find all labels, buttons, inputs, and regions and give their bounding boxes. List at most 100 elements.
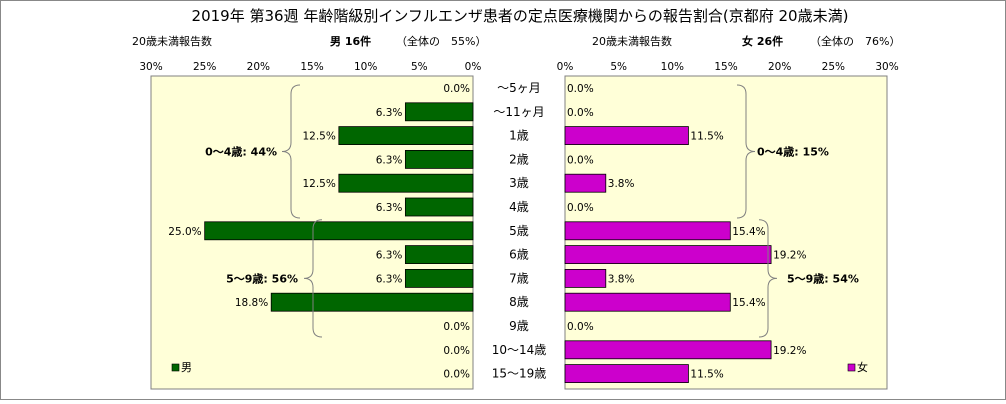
- right-bar: [564, 126, 689, 145]
- right-data-label: 0.0%: [567, 154, 594, 166]
- left-x-tick: 25%: [193, 61, 216, 73]
- category-label: 4歳: [509, 200, 529, 214]
- left-data-label: 6.3%: [376, 250, 403, 262]
- category-label: 1歳: [509, 129, 529, 143]
- left-x-tick: 30%: [139, 61, 162, 73]
- right-bar: [564, 245, 772, 265]
- right-data-label: 11.5%: [690, 369, 723, 381]
- category-label: 8歳: [509, 295, 529, 309]
- left-legend-swatch: [171, 363, 180, 372]
- left-group-label: 0〜4歳: 44%: [205, 145, 277, 159]
- left-data-label: 0.0%: [443, 369, 470, 381]
- category-label: 6歳: [509, 248, 529, 262]
- left-data-label: 6.3%: [376, 107, 403, 119]
- left-x-tick: 0%: [465, 61, 482, 73]
- category-label: 15〜19歳: [492, 367, 547, 381]
- left-group-brace: [303, 219, 323, 338]
- left-data-label: 12.5%: [302, 131, 335, 143]
- left-x-tick: 15%: [300, 61, 323, 73]
- left-data-label: 18.8%: [235, 297, 268, 309]
- right-legend-swatch: [847, 363, 856, 372]
- left-group-brace: [281, 84, 301, 219]
- left-data-label: 0.0%: [443, 321, 470, 333]
- category-label: 2歳: [509, 152, 529, 166]
- left-bar: [338, 173, 474, 193]
- left-data-label: 25.0%: [168, 226, 201, 238]
- right-x-tick: 20%: [768, 61, 791, 73]
- right-bar: [564, 340, 772, 360]
- right-data-label: 3.8%: [608, 273, 635, 285]
- right-panel-total: （全体の 76%）: [810, 34, 900, 48]
- left-x-axis-ticks: 30% 25% 20% 15% 10% 5% 0%: [139, 61, 481, 73]
- left-x-tick: 10%: [354, 61, 377, 73]
- right-data-label: 11.5%: [690, 131, 723, 143]
- right-x-tick: 10%: [661, 61, 684, 73]
- left-bar: [404, 102, 474, 122]
- category-labels: 〜5ヶ月〜11ヶ月 1歳 2歳 3歳 4歳 5歳 6歳 7歳 8歳 9歳 10〜14歳 15〜19歳: [492, 81, 547, 381]
- left-data-label: 0.0%: [443, 345, 470, 357]
- left-bar: [338, 126, 474, 145]
- left-panel-header: 男 16件: [330, 34, 371, 48]
- right-data-label: 0.0%: [567, 202, 594, 214]
- right-bar: [564, 364, 689, 384]
- right-x-tick: 25%: [822, 61, 845, 73]
- left-data-label: 12.5%: [302, 178, 335, 190]
- right-panel-header: 女 26件: [742, 34, 783, 48]
- right-data-label: 19.2%: [773, 345, 806, 357]
- right-x-tick: 15%: [714, 61, 737, 73]
- left-data-labels: 0.0% 6.3% 12.5% 6.3% 12.5% 6.3% 25.0% 6.3% 6.3% 1…: [168, 83, 470, 381]
- category-label: 〜5ヶ月: [497, 81, 541, 95]
- left-bar: [404, 268, 474, 288]
- right-group-label: 0〜4歳: 15%: [757, 145, 829, 159]
- right-legend-label: 女: [857, 360, 868, 374]
- chart-title: 2019年 第36週 年齢階級別インフルエンザ患者の定点医療機関からの報告割合(…: [192, 7, 849, 25]
- left-age-group-brackets: 0〜4歳: 44% 5〜9歳: 56%: [205, 84, 323, 338]
- right-data-label: 15.4%: [732, 297, 765, 309]
- right-age-group-brackets: 0〜4歳: 15% 5〜9歳: 54%: [736, 84, 859, 338]
- category-label: 7歳: [509, 271, 529, 285]
- left-x-tick: 20%: [247, 61, 270, 73]
- left-panel-total: （全体の 55%）: [396, 34, 486, 48]
- left-bar: [404, 245, 474, 265]
- right-x-axis-ticks: 0% 5% 10% 15% 20% 25% 30%: [557, 61, 899, 73]
- right-data-label: 0.0%: [567, 83, 594, 95]
- left-data-label: 6.3%: [376, 273, 403, 285]
- left-data-label: 6.3%: [376, 154, 403, 166]
- category-label: 3歳: [509, 176, 529, 190]
- right-group-brace: [736, 84, 756, 219]
- left-legend-label: 男: [181, 361, 192, 374]
- right-bar: [564, 221, 731, 241]
- right-x-tick: 5%: [610, 61, 627, 73]
- right-data-label: 15.4%: [732, 226, 765, 238]
- right-data-label: 0.0%: [567, 107, 594, 119]
- right-x-tick: 0%: [557, 61, 574, 73]
- right-bar: [564, 268, 607, 288]
- right-group-brace: [758, 219, 778, 338]
- left-bar: [270, 292, 474, 312]
- right-bar: [564, 292, 731, 312]
- category-label: 〜11ヶ月: [493, 105, 544, 119]
- right-axis-label: 20歳未満報告数: [592, 35, 672, 48]
- right-data-label: 3.8%: [608, 178, 635, 190]
- left-series-bars: [204, 102, 474, 312]
- left-data-label: 6.3%: [376, 202, 403, 214]
- right-data-label: 0.0%: [567, 321, 594, 333]
- right-data-label: 19.2%: [773, 250, 806, 262]
- left-data-label: 0.0%: [443, 83, 470, 95]
- right-x-tick: 30%: [875, 61, 898, 73]
- left-bar: [404, 197, 474, 217]
- right-bar: [564, 173, 607, 193]
- left-group-label: 5〜9歳: 56%: [226, 271, 298, 285]
- category-label: 5歳: [509, 224, 529, 238]
- right-series-bars: [564, 126, 772, 384]
- left-axis-label: 20歳未満報告数: [132, 35, 212, 48]
- left-x-tick: 5%: [411, 61, 428, 73]
- right-data-labels: 0.0% 0.0% 11.5% 0.0% 3.8% 0.0% 15.4% 19.2% 3.8% 1…: [567, 83, 806, 381]
- right-group-label: 5〜9歳: 54%: [787, 271, 859, 285]
- category-label: 9歳: [509, 319, 529, 333]
- category-label: 10〜14歳: [492, 343, 547, 357]
- left-bar: [404, 149, 474, 169]
- left-bar: [204, 221, 474, 241]
